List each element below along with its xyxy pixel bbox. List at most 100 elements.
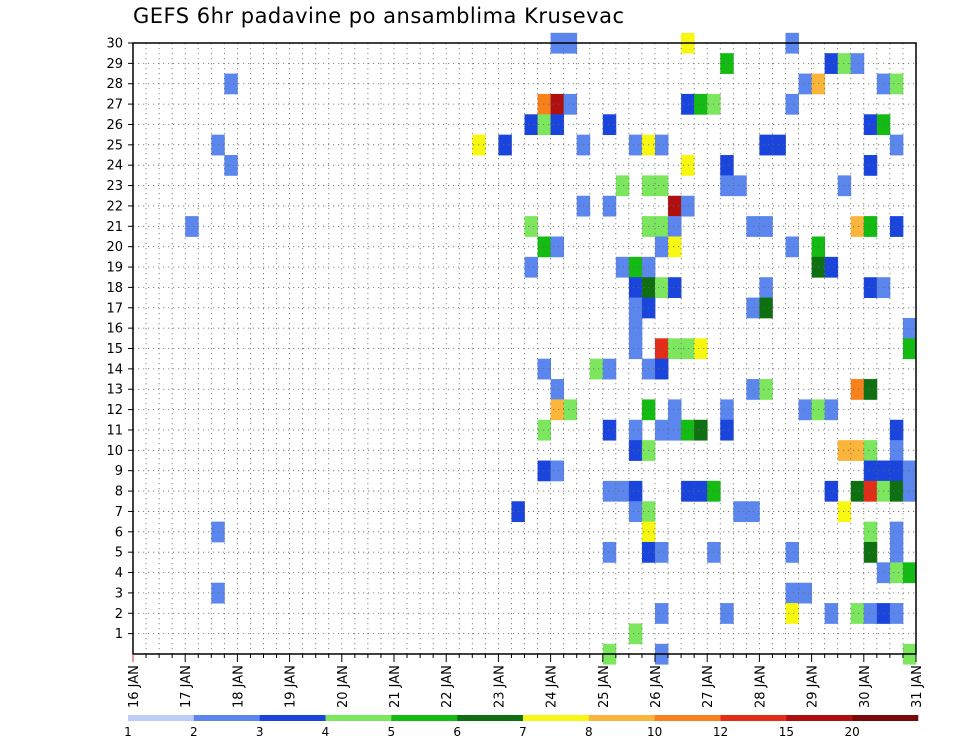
precip-cell: [850, 480, 865, 502]
precip-cell: [550, 236, 565, 258]
chart-title: GEFS 6hr padavine po ansamblima Krusevac: [133, 4, 625, 28]
x-tick-label: 23 JAN: [492, 665, 507, 708]
precip-cell: [524, 216, 538, 237]
colorbar-label: 2: [190, 725, 198, 739]
x-tick-label: 17 JAN: [179, 665, 194, 708]
colorbar-label: 10: [647, 725, 662, 739]
precip-cells: [185, 32, 917, 665]
y-tick-label: 15: [106, 342, 123, 357]
y-tick-label: 13: [106, 383, 123, 398]
precip-cell: [759, 277, 773, 298]
precip-cell: [668, 236, 682, 258]
precip-cell: [720, 419, 734, 441]
colorbar-label: 5: [388, 725, 396, 739]
precip-cell: [550, 93, 565, 115]
y-tick-label: 25: [106, 138, 123, 153]
precip-cell: [824, 480, 839, 502]
precip-cell: [655, 216, 669, 237]
precip-cell: [524, 256, 538, 278]
precip-cell: [863, 114, 878, 136]
colorbar-label: 20: [845, 725, 860, 739]
precip-cell: [550, 399, 565, 421]
precip-cell: [785, 541, 799, 563]
precip-cell: [655, 236, 669, 258]
colorbar-legend: 1 2 3 4 5 6 7 8 10 12 15 20: [124, 715, 919, 739]
y-tick-label: 19: [106, 261, 123, 276]
precip-cell: [537, 419, 551, 441]
precip-cell: [902, 317, 917, 339]
precip-cell: [550, 379, 565, 400]
precip-cell: [615, 480, 630, 502]
y-tick-label: 20: [106, 240, 123, 255]
precip-cell: [798, 73, 812, 95]
x-tick-label: 22 JAN: [440, 665, 455, 708]
precip-cell: [889, 562, 904, 584]
precip-cell: [720, 603, 734, 624]
y-tick-label: 10: [106, 444, 123, 459]
precip-cell: [655, 541, 669, 563]
precip-cell: [602, 480, 617, 502]
precip-cell: [615, 175, 630, 197]
precip-cell: [537, 93, 551, 115]
precip-cell: [628, 134, 643, 156]
precip-cell: [668, 195, 682, 217]
precip-cell: [602, 419, 617, 441]
precip-cell: [602, 541, 617, 563]
x-tick-label: 29 JAN: [806, 665, 821, 708]
y-tick-label: 2: [115, 607, 123, 622]
precip-cell: [759, 216, 773, 237]
colorbar-swatch: [720, 715, 787, 721]
colorbar-swatch: [852, 715, 919, 721]
x-tick-label: 30 JAN: [858, 665, 873, 708]
precip-cell: [628, 440, 643, 461]
colorbar-swatch: [523, 715, 590, 721]
precip-cell: [694, 419, 708, 441]
precip-cell: [824, 399, 839, 421]
precip-cell: [655, 134, 669, 156]
precip-cell: [902, 562, 917, 584]
precip-cell: [628, 277, 643, 298]
y-tick-label: 17: [106, 301, 123, 316]
precip-cell: [759, 134, 773, 156]
y-tick-label: 29: [106, 57, 123, 72]
precip-cell: [850, 216, 865, 237]
precip-cell: [837, 175, 852, 197]
y-tick-label: 27: [106, 98, 123, 113]
precip-cell: [524, 114, 538, 136]
precip-cell: [224, 155, 238, 176]
precip-cell: [824, 603, 839, 624]
precip-cell: [655, 338, 669, 360]
precip-cell: [733, 501, 747, 523]
colorbar-label: 6: [453, 725, 461, 739]
precip-cell: [563, 93, 578, 115]
precip-cell: [837, 53, 852, 74]
colorbar-swatch: [128, 715, 195, 721]
precip-cell: [720, 53, 734, 74]
colorbar-swatch: [654, 715, 721, 721]
precip-cell: [628, 623, 643, 645]
precip-cell: [733, 175, 747, 197]
precip-cell: [889, 134, 904, 156]
x-tick-label: 28 JAN: [753, 665, 768, 708]
precip-cell: [655, 175, 669, 197]
precip-cell: [537, 236, 551, 258]
y-tick-label: 9: [115, 464, 123, 479]
precip-cell: [694, 480, 708, 502]
precip-cell: [694, 338, 708, 360]
precip-cell: [655, 358, 669, 380]
precip-cell: [655, 603, 669, 624]
y-tick-label: 28: [106, 77, 123, 92]
y-tick-label: 14: [106, 362, 123, 377]
precip-cell: [550, 460, 565, 482]
precip-cell: [785, 236, 799, 258]
precip-cell: [863, 440, 878, 461]
precip-cell: [837, 501, 852, 523]
precip-cell: [628, 419, 643, 441]
y-tick-label: 4: [115, 566, 123, 581]
precip-cell: [824, 256, 839, 278]
precip-cell: [863, 603, 878, 624]
precip-cell: [185, 216, 199, 237]
colorbar-swatch: [193, 715, 260, 721]
precip-cell: [785, 603, 799, 624]
precip-cell: [824, 53, 839, 74]
